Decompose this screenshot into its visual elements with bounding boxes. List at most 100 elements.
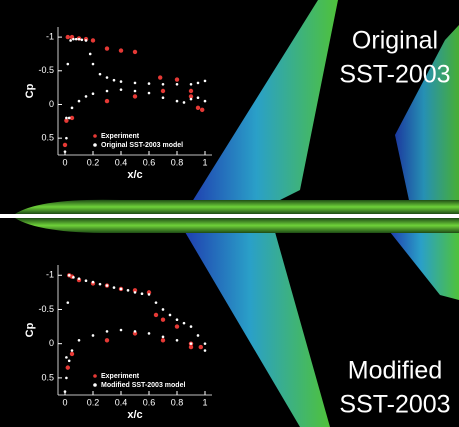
data-point xyxy=(120,80,123,83)
data-point xyxy=(190,83,193,86)
x-tick-label: 0 xyxy=(62,397,67,407)
y-tick-label: -1 xyxy=(46,270,54,280)
data-point xyxy=(148,293,151,296)
data-point xyxy=(176,100,179,103)
data-point xyxy=(162,83,165,86)
data-point xyxy=(204,80,207,83)
data-point xyxy=(154,313,158,317)
fuselage-bottom xyxy=(15,218,459,233)
data-point xyxy=(155,301,158,304)
legend-label: Original SST-2003 model xyxy=(101,142,183,149)
data-point xyxy=(175,324,179,328)
page: OriginalSST-2003-1-0.500.500.20.40.60.81… xyxy=(0,0,459,427)
x-tick-label: 0.6 xyxy=(143,157,156,167)
data-point xyxy=(71,107,74,110)
data-point xyxy=(204,349,207,352)
legend-label: Experiment xyxy=(101,373,140,380)
data-point xyxy=(197,96,200,99)
legend-marker xyxy=(93,383,97,387)
data-point xyxy=(78,38,81,41)
data-point xyxy=(92,63,95,66)
data-point xyxy=(99,73,102,76)
y-tick-label: 0 xyxy=(49,338,54,348)
data-point xyxy=(106,90,109,93)
legend-label: Experiment xyxy=(101,133,140,140)
data-point xyxy=(189,345,193,349)
legend-marker xyxy=(93,374,97,378)
data-point xyxy=(190,98,193,101)
data-point xyxy=(78,277,81,280)
data-point xyxy=(91,38,95,42)
data-point xyxy=(106,284,109,287)
legend-label: Modified SST-2003 model xyxy=(101,382,185,389)
y-tick-label: 0 xyxy=(49,99,54,109)
data-point xyxy=(176,339,179,342)
data-point xyxy=(105,99,109,103)
data-point xyxy=(69,39,72,42)
legend-marker xyxy=(93,143,97,147)
data-point xyxy=(119,48,123,52)
y-tick-label: 0.5 xyxy=(41,133,54,143)
x-tick-label: 0.4 xyxy=(115,397,128,407)
data-point xyxy=(204,342,207,345)
data-point xyxy=(64,390,67,393)
data-point xyxy=(161,338,165,342)
y-axis-label: Cp xyxy=(24,322,36,337)
fuselage-top xyxy=(15,200,459,214)
data-point xyxy=(183,101,186,104)
data-point xyxy=(89,53,92,56)
data-point xyxy=(162,308,165,311)
data-point xyxy=(183,322,186,325)
data-point xyxy=(66,365,70,369)
data-point xyxy=(65,356,68,359)
panel-caption: SST-2003 xyxy=(339,61,450,89)
data-point xyxy=(162,336,165,339)
data-point xyxy=(105,338,109,342)
data-point xyxy=(120,329,123,332)
y-tick-label: -0.5 xyxy=(38,65,54,75)
data-point xyxy=(64,150,67,153)
data-point xyxy=(63,143,67,147)
x-axis-label: x/c xyxy=(127,169,142,181)
data-point xyxy=(120,88,123,91)
data-point xyxy=(92,334,95,337)
data-point xyxy=(65,117,68,120)
data-point xyxy=(162,96,165,99)
data-point xyxy=(70,352,74,356)
data-point xyxy=(169,314,172,317)
data-point xyxy=(113,286,116,289)
data-point xyxy=(120,288,123,291)
data-point xyxy=(65,137,68,140)
data-point xyxy=(200,108,204,112)
data-point xyxy=(127,289,130,292)
data-point xyxy=(68,274,71,277)
data-point xyxy=(148,92,151,95)
data-point xyxy=(65,377,68,380)
data-point xyxy=(176,318,179,321)
y-tick-label: 0.5 xyxy=(41,372,54,382)
data-point xyxy=(190,325,193,328)
data-point xyxy=(175,77,179,81)
data-point xyxy=(141,292,144,295)
data-point xyxy=(68,359,71,362)
y-tick-label: -1 xyxy=(46,31,54,41)
data-point xyxy=(176,83,179,86)
data-point xyxy=(190,342,193,345)
data-point xyxy=(148,332,151,335)
y-tick-label: -0.5 xyxy=(38,304,54,314)
data-point xyxy=(158,75,162,79)
data-point xyxy=(134,330,137,333)
data-point xyxy=(105,46,109,50)
data-point xyxy=(67,63,70,66)
figure: OriginalSST-2003-1-0.500.500.20.40.60.81… xyxy=(0,0,459,427)
data-point xyxy=(161,318,165,322)
data-point xyxy=(72,276,75,279)
data-point xyxy=(134,90,137,93)
data-point xyxy=(197,82,200,85)
data-point xyxy=(133,50,137,54)
data-point xyxy=(106,330,109,333)
data-point xyxy=(75,38,78,41)
x-axis-label: x/c xyxy=(127,409,142,421)
data-point xyxy=(92,92,95,95)
x-tick-label: 1 xyxy=(202,397,207,407)
